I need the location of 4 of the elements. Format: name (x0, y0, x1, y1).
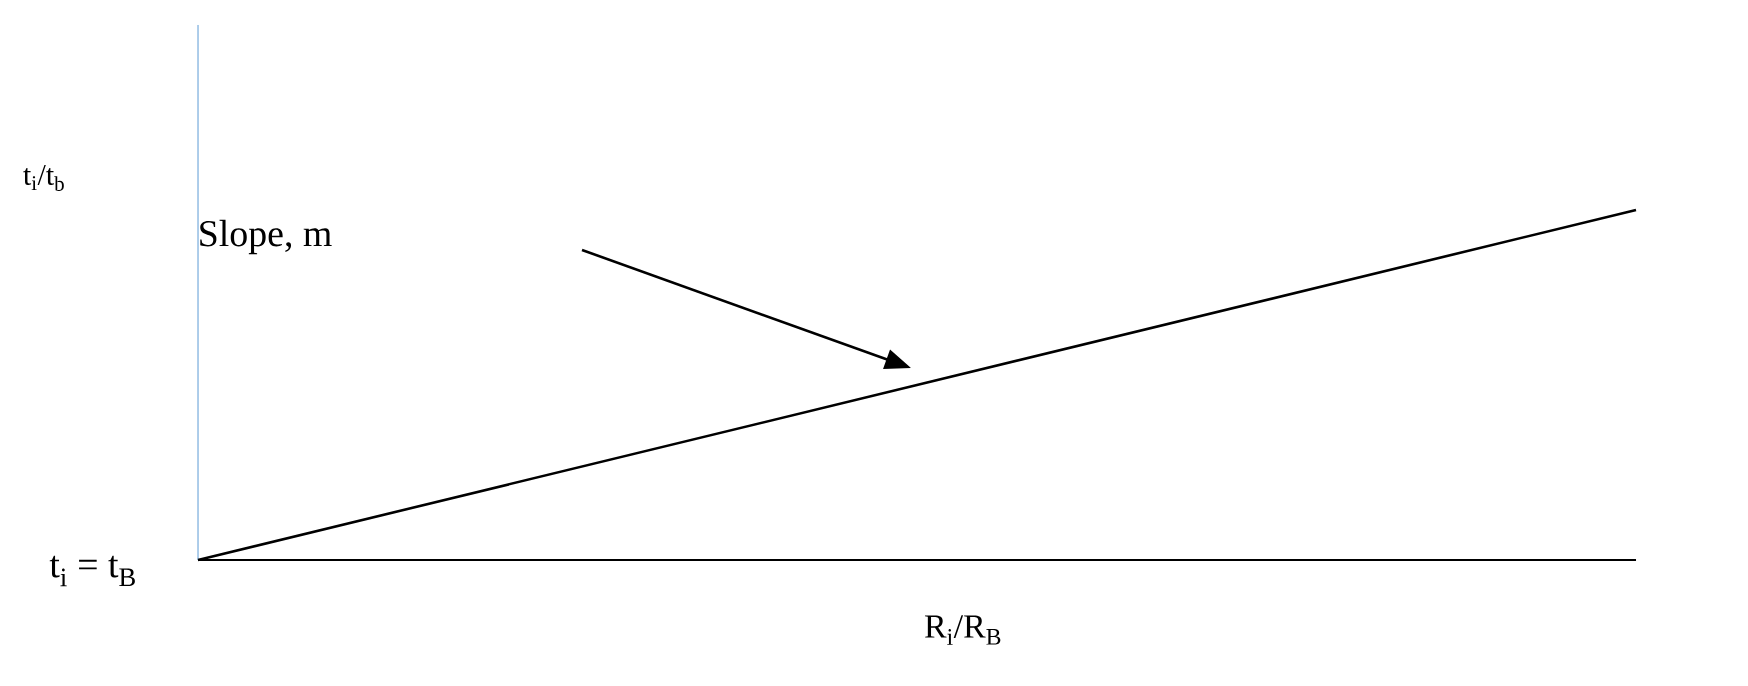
annotation: t$_{i}$ = t$_{B}$ (49, 555, 135, 587)
annotation: Slope, m (200, 219, 332, 255)
y-axis-title: t$_{i}$/t$_{b}$ (23, 165, 64, 191)
x-axis-title: R$_{i}$/R$_{B}$ (924, 615, 1001, 645)
